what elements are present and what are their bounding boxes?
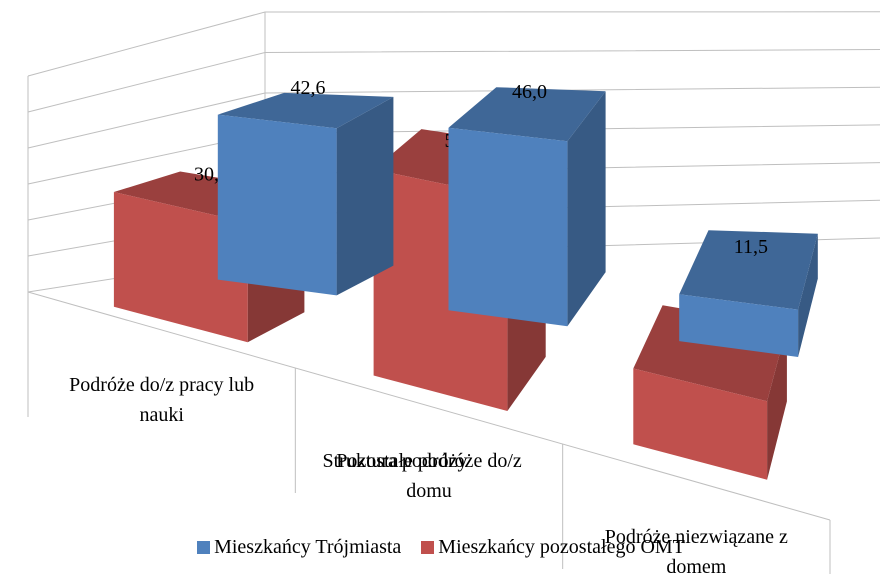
bar-top (448, 87, 606, 142)
x-tick-label: Podróże do/z pracy lub nauki (69, 374, 255, 426)
legend: Mieszkańcy Trójmiasta Mieszkańcy pozostał… (0, 536, 882, 560)
grid-line (27, 49, 881, 113)
bar-side (767, 326, 787, 480)
legend-label: Mieszkańcy Trójmiasta (214, 536, 402, 558)
bar-top (679, 230, 818, 310)
legend-item: Mieszkańcy pozostałego OMT (421, 536, 685, 559)
legend-swatch (421, 541, 435, 554)
bar-top (217, 92, 394, 129)
grid-line (27, 11, 881, 77)
legend-label: Mieszkańcy pozostałego OMT (438, 536, 685, 558)
data-label: 11,5 (734, 236, 768, 258)
bar (679, 230, 818, 357)
bar-front (633, 368, 768, 480)
bar-side (336, 96, 394, 296)
bar (448, 87, 606, 327)
bar-front (679, 294, 799, 357)
bar-front (448, 127, 568, 327)
grid-line (27, 86, 881, 149)
bar (217, 92, 394, 296)
x-tick-label: Pozostałe podróże do/z domu (336, 450, 522, 502)
legend-swatch (197, 541, 211, 554)
x-tick-label: Podróże niezwiązane z domem (604, 526, 788, 574)
bar-front (217, 114, 337, 296)
bar-side (798, 233, 818, 357)
bar-front (113, 192, 248, 343)
legend-item: Mieszkańcy Trójmiasta (197, 536, 401, 559)
bar-side (567, 91, 606, 327)
data-label: 46,0 (512, 81, 547, 103)
x-axis-title: Struktura podróży (322, 450, 468, 472)
data-label: 42,6 (290, 77, 325, 99)
